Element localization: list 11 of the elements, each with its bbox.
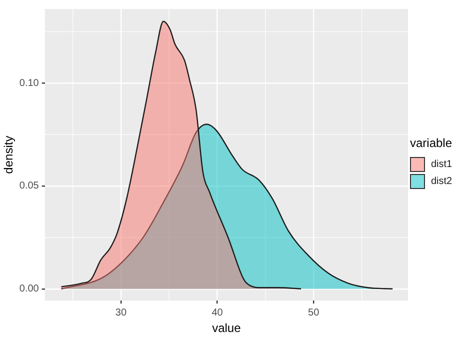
- x-axis-title: value: [212, 321, 242, 336]
- y-axis-title: density: [2, 136, 16, 174]
- legend-label: dist2: [431, 176, 452, 187]
- legend-title: variable: [410, 136, 452, 150]
- y-tick-label: 0.10: [19, 78, 40, 89]
- x-tick-label: 50: [308, 307, 320, 318]
- x-tick-label: 30: [115, 307, 127, 318]
- x-tick-label: 40: [212, 307, 224, 318]
- y-tick-label: 0.00: [19, 284, 40, 295]
- legend-label: dist1: [431, 159, 452, 170]
- y-tick-label: 0.05: [19, 180, 40, 192]
